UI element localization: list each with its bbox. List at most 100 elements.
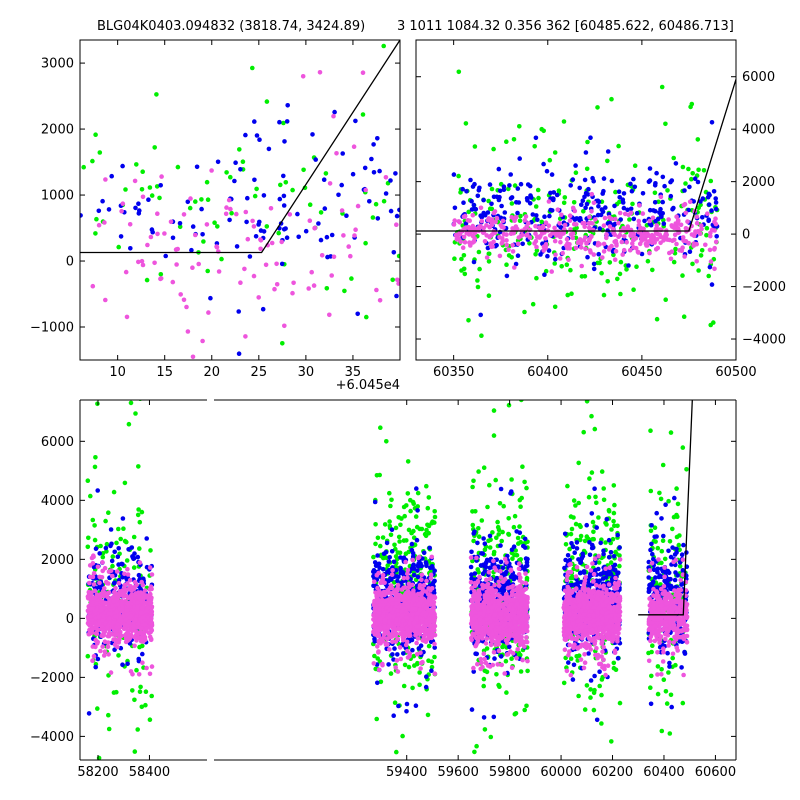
data-point-blue — [487, 533, 493, 539]
data-point-blue — [494, 242, 499, 248]
data-point-blue — [109, 541, 114, 547]
data-point-green — [342, 288, 347, 294]
data-point-blue — [598, 540, 603, 546]
data-point-green — [592, 426, 598, 432]
data-point-green — [696, 268, 701, 273]
data-point-blue — [682, 188, 687, 193]
data-point-blue — [112, 549, 117, 555]
data-point-blue — [423, 560, 429, 565]
data-point-green — [517, 524, 522, 529]
data-point-green — [423, 533, 429, 539]
data-point-blue — [686, 207, 691, 213]
data-point-blue — [350, 171, 356, 177]
data-point-green — [479, 518, 485, 523]
data-point-blue — [163, 253, 168, 259]
data-point-green — [670, 655, 675, 661]
data-point-pink — [707, 247, 713, 253]
data-point-blue — [524, 563, 530, 568]
data-point-blue — [680, 568, 686, 573]
data-point-pink — [126, 586, 132, 592]
data-point-pink — [93, 595, 98, 600]
data-point-blue — [515, 210, 520, 216]
data-point-blue — [652, 534, 657, 540]
data-point-blue — [118, 234, 124, 239]
data-point-pink — [113, 614, 118, 619]
x-tick-label: 60350 — [433, 365, 474, 380]
data-point-blue — [367, 199, 372, 204]
data-point-green — [382, 522, 388, 527]
plot-area — [85, 400, 693, 760]
data-point-blue — [282, 139, 287, 144]
data-point-green — [470, 522, 476, 528]
data-point-pink — [168, 219, 174, 225]
data-point-blue — [238, 167, 243, 172]
data-point-pink — [147, 634, 153, 639]
data-point-blue — [681, 542, 686, 548]
data-point-pink — [570, 235, 575, 241]
data-point-blue — [362, 165, 368, 171]
data-point-blue — [578, 570, 583, 575]
data-point-blue — [570, 177, 576, 182]
data-point-pink — [637, 203, 642, 208]
data-point-blue — [409, 637, 415, 643]
data-point-green — [432, 520, 437, 525]
data-point-pink — [606, 247, 612, 252]
data-point-blue — [396, 703, 401, 709]
data-point-pink — [149, 595, 154, 600]
data-point-green — [375, 656, 381, 661]
data-point-green — [534, 248, 540, 253]
data-point-pink — [523, 214, 529, 219]
data-point-blue — [421, 550, 427, 556]
data-point-green — [696, 205, 701, 211]
data-point-blue — [628, 206, 634, 212]
data-point-green — [690, 261, 695, 267]
data-point-pink — [290, 290, 295, 296]
data-point-blue — [295, 211, 300, 217]
data-point-blue — [285, 103, 291, 108]
data-point-green — [494, 672, 499, 677]
x-tick-label: 25 — [251, 365, 268, 380]
data-point-blue — [389, 577, 394, 582]
data-point-blue — [713, 206, 719, 212]
data-point-green — [571, 200, 577, 205]
data-point-green — [611, 252, 616, 258]
data-point-pink — [106, 604, 111, 609]
data-point-blue — [281, 227, 287, 232]
data-point-green — [139, 187, 145, 192]
data-point-green — [666, 670, 671, 675]
data-point-pink — [432, 641, 437, 647]
data-point-pink — [668, 256, 674, 262]
data-point-blue — [521, 566, 527, 572]
data-point-blue — [662, 183, 667, 189]
data-point-pink — [128, 632, 134, 638]
data-point-blue — [390, 652, 395, 657]
data-point-pink — [101, 653, 107, 658]
data-point-pink — [461, 214, 467, 220]
data-point-blue — [509, 547, 515, 552]
data-point-green — [506, 402, 512, 408]
data-point-blue — [120, 562, 125, 567]
data-point-pink — [331, 254, 337, 260]
data-point-pink — [106, 652, 111, 657]
data-point-pink — [243, 334, 248, 339]
data-point-green — [459, 256, 464, 262]
model-line — [80, 40, 400, 254]
data-point-blue — [377, 168, 382, 174]
data-point-pink — [91, 570, 97, 576]
data-point-pink — [394, 222, 399, 227]
data-point-pink — [102, 639, 108, 644]
data-point-green — [562, 195, 568, 200]
data-point-pink — [123, 269, 129, 275]
data-point-green — [627, 217, 632, 222]
data-point-pink — [88, 614, 93, 619]
data-point-blue — [530, 212, 536, 217]
data-point-green — [512, 513, 518, 519]
data-point-green — [373, 541, 378, 547]
data-point-green — [509, 656, 514, 661]
data-point-pink — [317, 70, 323, 75]
data-point-pink — [533, 231, 538, 236]
data-point-blue — [608, 550, 614, 555]
data-point-green — [90, 158, 95, 164]
data-point-pink — [170, 279, 176, 285]
data-point-green — [624, 267, 629, 272]
